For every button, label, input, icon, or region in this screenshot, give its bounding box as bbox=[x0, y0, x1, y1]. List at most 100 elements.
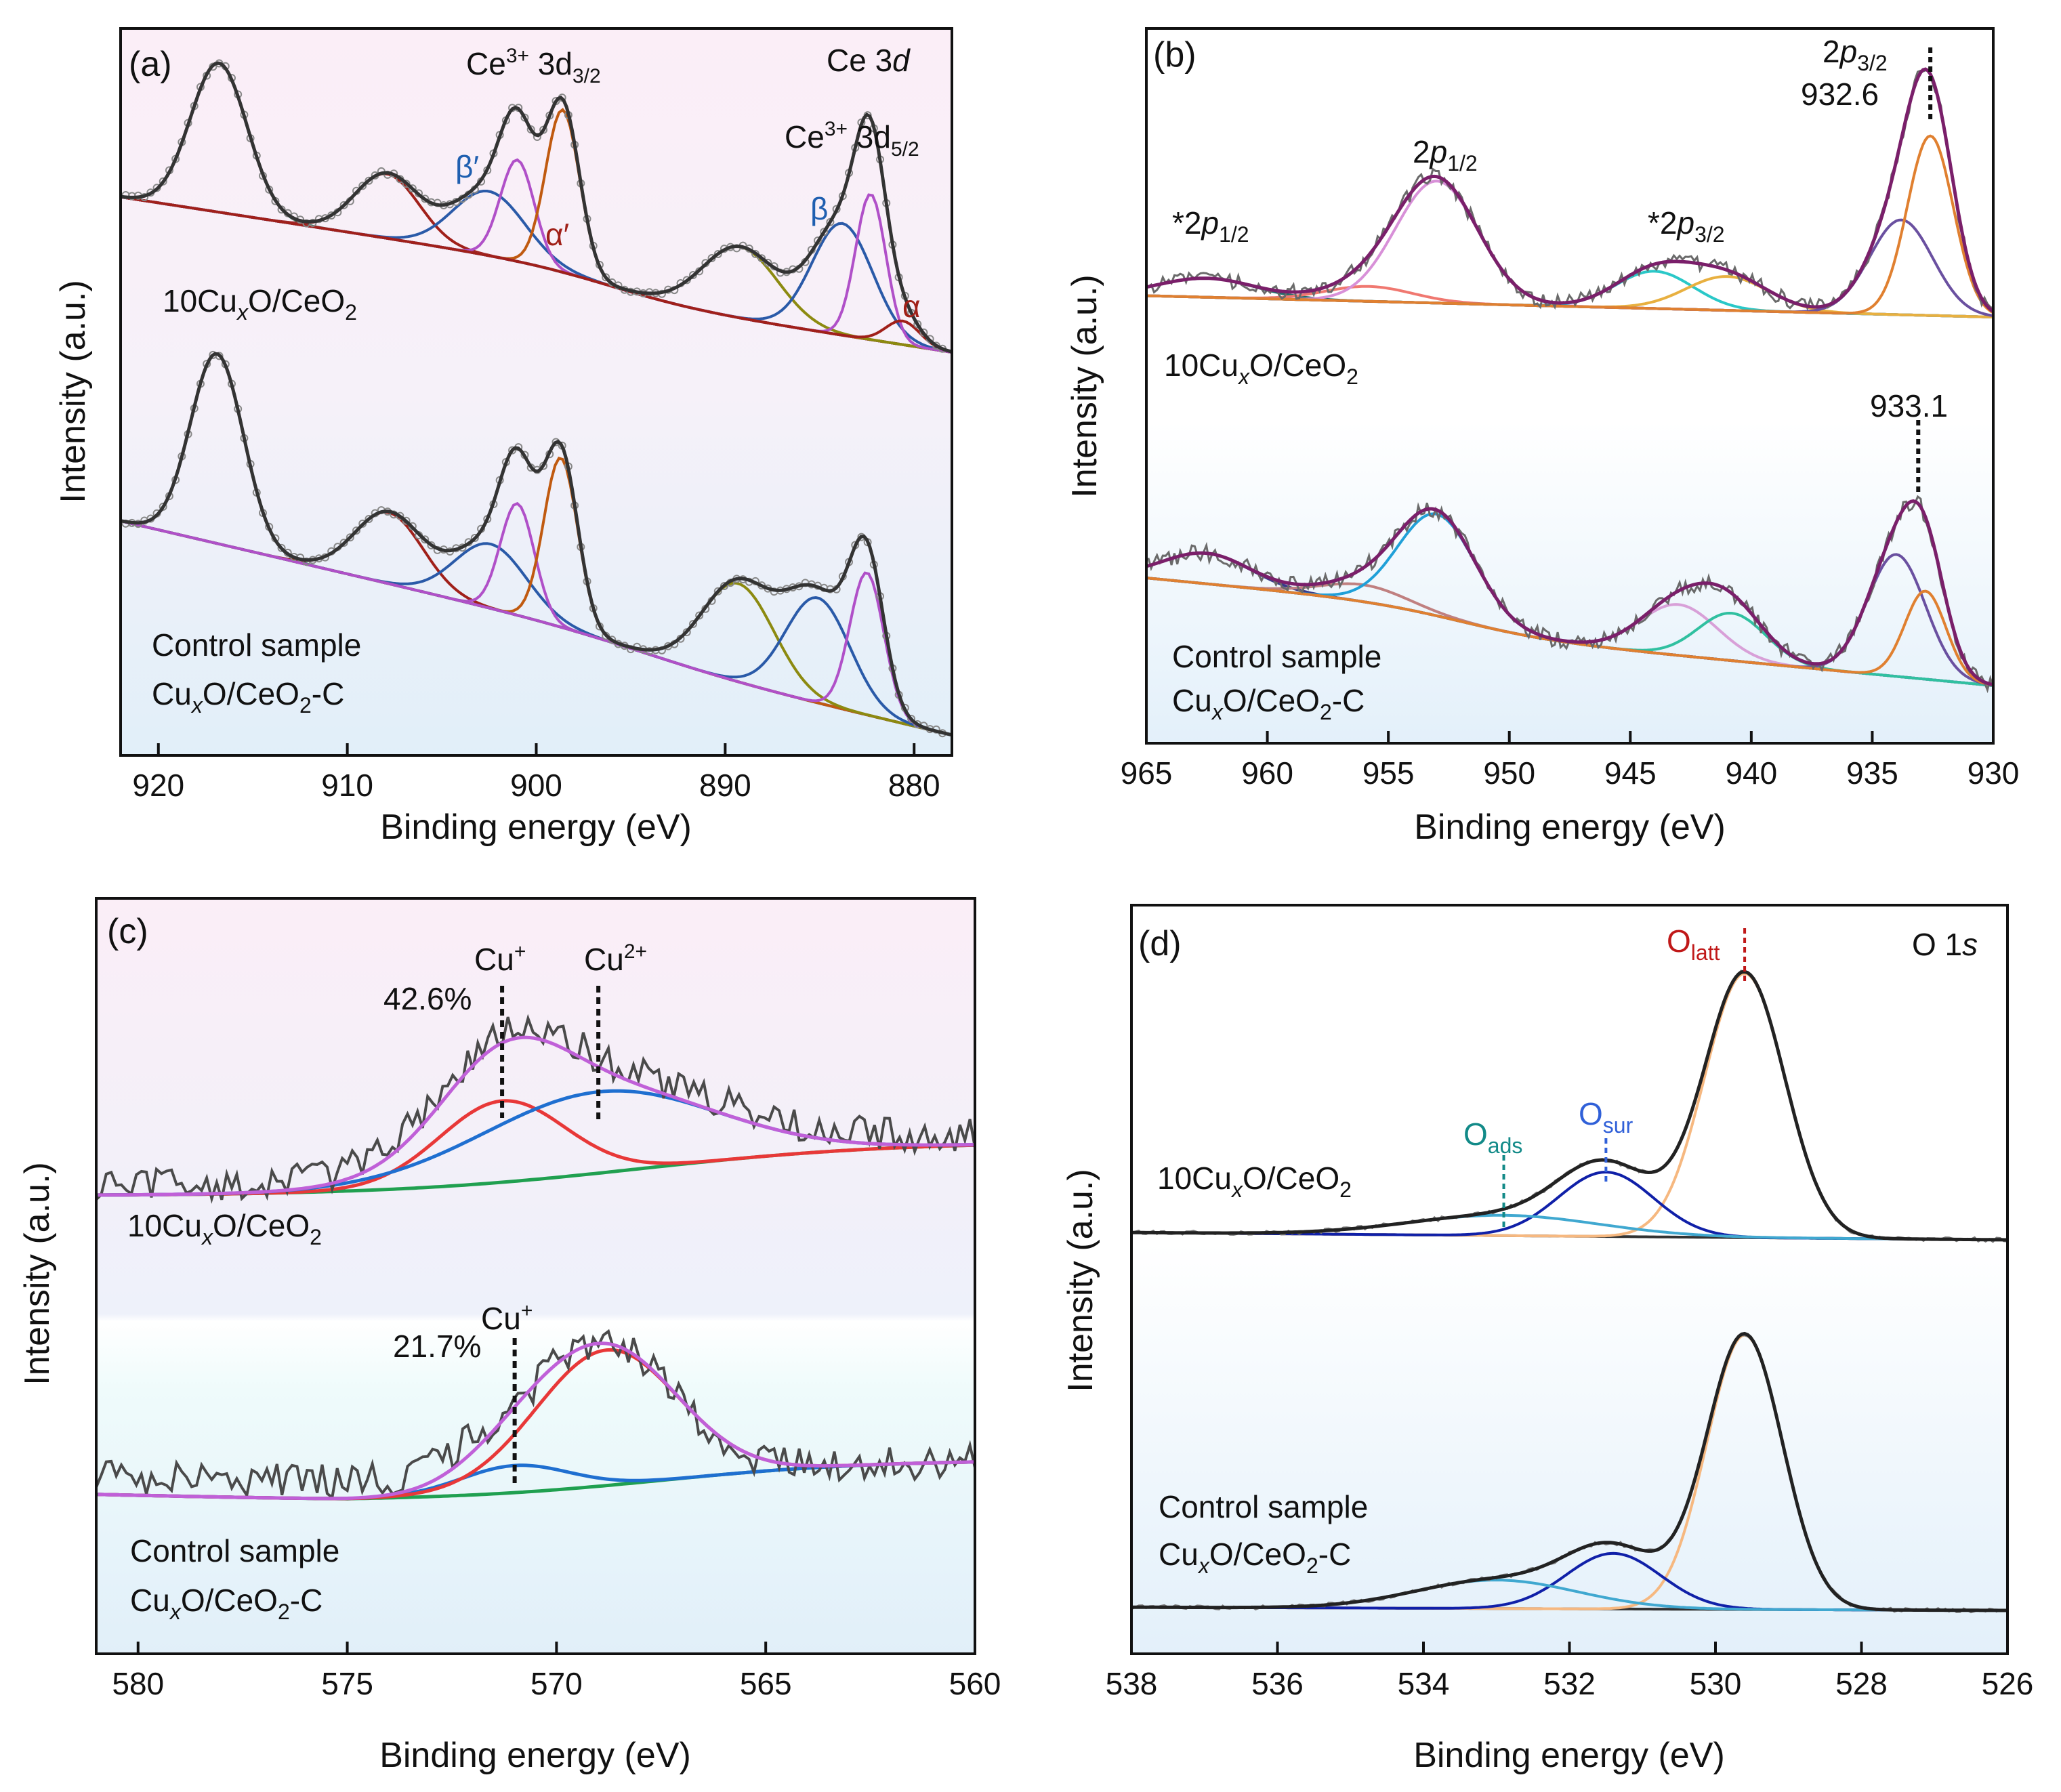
panel-c-label: (c) bbox=[107, 912, 148, 951]
panel-b-top-fit-peak bbox=[1146, 134, 1995, 315]
panel-c-ylabel: Intensity (a.u.) bbox=[18, 1162, 57, 1385]
panel-b-tick-label: 930 bbox=[1968, 755, 2020, 791]
panel-a-bottom-data-point bbox=[508, 446, 517, 455]
panel-a-sample-bottom-1: Control sample bbox=[152, 627, 361, 663]
panel-a-top-data-point bbox=[602, 273, 610, 282]
panel-a-top-data-point bbox=[159, 177, 167, 186]
panel-a-bottom-data-point bbox=[346, 533, 354, 542]
panel-b-tick-label: 955 bbox=[1362, 755, 1415, 791]
panel-b-tick-label: 950 bbox=[1483, 755, 1535, 791]
panel-b-tick-label: 960 bbox=[1241, 755, 1293, 791]
panel-a-tick-label: 910 bbox=[321, 768, 373, 803]
panel-b-sample-bottom-1: Control sample bbox=[1172, 639, 1381, 674]
panel-a-tick-label: 900 bbox=[510, 768, 562, 803]
panel-a-bottom-data-point bbox=[339, 539, 348, 547]
panel-a-curves bbox=[120, 59, 953, 738]
panel-a-label: (a) bbox=[129, 45, 172, 84]
panel-b-xlabel: Binding energy (eV) bbox=[1414, 808, 1726, 847]
panel-b-bottom-envelope bbox=[1146, 499, 1994, 687]
panel-d-tick-label: 528 bbox=[1835, 1666, 1888, 1701]
panel-b-sample-bottom-2: CuxO/CeO2-C bbox=[1172, 683, 1365, 724]
panel-a-sample-bottom-2: CuxO/CeO2-C bbox=[152, 676, 344, 717]
panel-d-bottom-envelope bbox=[1131, 1331, 2007, 1612]
annot-ce3-3d32: Ce3+ 3d3/2 bbox=[466, 45, 601, 87]
panel-a-bottom-fit-peak bbox=[120, 520, 953, 736]
panel-a-bottom-data-point bbox=[421, 535, 430, 544]
annot-2p12: 2p1/2 bbox=[1413, 134, 1478, 175]
panel-d-tick-label: 530 bbox=[1690, 1666, 1742, 1701]
panel-a-top-data-point bbox=[526, 125, 535, 134]
panel-d-sample-top: 10CuxO/CeO2 bbox=[1157, 1161, 1352, 1202]
panel-a-xlabel: Binding energy (eV) bbox=[380, 808, 692, 847]
panel-d-tick-label: 532 bbox=[1543, 1666, 1596, 1701]
annot-42-6: 42.6% bbox=[383, 981, 472, 1016]
panel-a-top-data-point bbox=[688, 271, 697, 280]
panel-b-sample-top: 10CuxO/CeO2 bbox=[1164, 348, 1358, 389]
panel-a-bottom-envelope bbox=[121, 352, 953, 737]
panel-a-top-data-point bbox=[209, 62, 217, 71]
panel-a-bottom-data-point bbox=[713, 587, 722, 596]
panel-a-ylabel: Intensity (a.u.) bbox=[54, 280, 93, 503]
panel-d-xticks: 538 536 534 532 530 528 526 bbox=[1106, 1642, 2034, 1701]
annot-alpha: α bbox=[902, 289, 921, 324]
panel-d: 538 536 534 532 530 528 526 (d) O 1s Olatt Osu… bbox=[1061, 904, 2034, 1775]
panel-c-sample-bottom-1: Control sample bbox=[130, 1533, 339, 1568]
panel-b-plot-bg bbox=[1146, 28, 1993, 743]
annot-beta: β bbox=[810, 191, 828, 226]
annot-olatt: Olatt bbox=[1667, 923, 1720, 965]
panel-a-bottom-data-point bbox=[695, 611, 704, 620]
panel-a-bottom-data-point bbox=[352, 526, 361, 535]
panel-b-tick-label: 940 bbox=[1725, 755, 1777, 791]
panel-d-curves bbox=[1131, 928, 2008, 1614]
panel-b-ylabel: Intensity (a.u.) bbox=[1065, 274, 1104, 497]
panel-b-tick-label: 945 bbox=[1604, 755, 1657, 791]
panel-c-tick-label: 580 bbox=[112, 1666, 164, 1701]
panel-b-top-envelope bbox=[1146, 67, 1995, 313]
panel-a-sample-top: 10CuxO/CeO2 bbox=[163, 283, 357, 325]
panel-b-frame bbox=[1145, 27, 1995, 745]
panel-c-sample-top: 10CuxO/CeO2 bbox=[127, 1208, 322, 1249]
panel-d-label: (d) bbox=[1138, 924, 1182, 963]
panel-c-frame bbox=[95, 897, 976, 1655]
panel-a-top-data-point bbox=[365, 176, 373, 185]
panel-d-top-envelope bbox=[1131, 970, 2007, 1242]
panel-c-top-raw-spectrum bbox=[95, 1014, 976, 1204]
annot-osur: Osur bbox=[1579, 1096, 1633, 1138]
panel-d-xlabel: Binding energy (eV) bbox=[1413, 1736, 1725, 1775]
panel-b-curves bbox=[1146, 47, 1995, 694]
panel-c-tick-label: 575 bbox=[321, 1666, 373, 1701]
panel-b-tick-label: 935 bbox=[1846, 755, 1898, 791]
annot-sat-2p12: *2p1/2 bbox=[1172, 205, 1249, 247]
annot-2p32: 2p3/2 bbox=[1823, 34, 1888, 75]
annot-933-1: 933.1 bbox=[1870, 388, 1948, 423]
panel-a-top-data-point bbox=[913, 320, 922, 329]
annot-21-7: 21.7% bbox=[393, 1329, 481, 1364]
panel-a: 920 910 900 890 880 (a) Ce 3d Ce3+ 3d3/2 Ce3… bbox=[54, 27, 953, 847]
panel-d-tick-label: 538 bbox=[1106, 1666, 1158, 1701]
panel-a-top-data-point bbox=[339, 201, 348, 209]
panel-a-bottom-data-point bbox=[682, 628, 691, 637]
panel-a-bottom-data-point bbox=[720, 582, 728, 591]
panel-c-sample-bottom-2: CuxO/CeO2-C bbox=[130, 1583, 322, 1624]
panel-a-plot-bg bbox=[121, 28, 952, 755]
panel-c-tick-label: 565 bbox=[740, 1666, 792, 1701]
panel-a-bottom-data-point bbox=[907, 715, 916, 724]
panel-d-sample-bottom-2: CuxO/CeO2-C bbox=[1159, 1537, 1351, 1578]
annot-alpha-prime: α′ bbox=[545, 217, 569, 252]
panel-a-bottom-data-point bbox=[365, 514, 373, 523]
annot-oads: Oads bbox=[1463, 1117, 1522, 1158]
panel-c-xlabel: Binding energy (eV) bbox=[379, 1736, 691, 1775]
panel-d-title: O 1s bbox=[1912, 927, 1978, 962]
annot-cu-2plus: Cu2+ bbox=[584, 940, 647, 977]
panel-a-top-data-point bbox=[408, 184, 417, 193]
panel-a-bottom-data-point bbox=[277, 543, 286, 552]
panel-a-top-data-point bbox=[764, 258, 772, 267]
panel-a-bottom-data-point bbox=[470, 534, 479, 543]
panel-a-bottom-data-point bbox=[402, 516, 411, 525]
panel-a-tick-label: 920 bbox=[132, 768, 184, 803]
annot-sat-2p32: *2p3/2 bbox=[1648, 205, 1725, 247]
panel-c-tick-label: 560 bbox=[949, 1666, 1001, 1701]
panel-d-tick-label: 526 bbox=[1982, 1666, 2034, 1701]
panel-b-label: (b) bbox=[1153, 35, 1196, 75]
panel-b-xticks: 965 960 955 950 945 940 935 930 bbox=[1121, 731, 2020, 791]
